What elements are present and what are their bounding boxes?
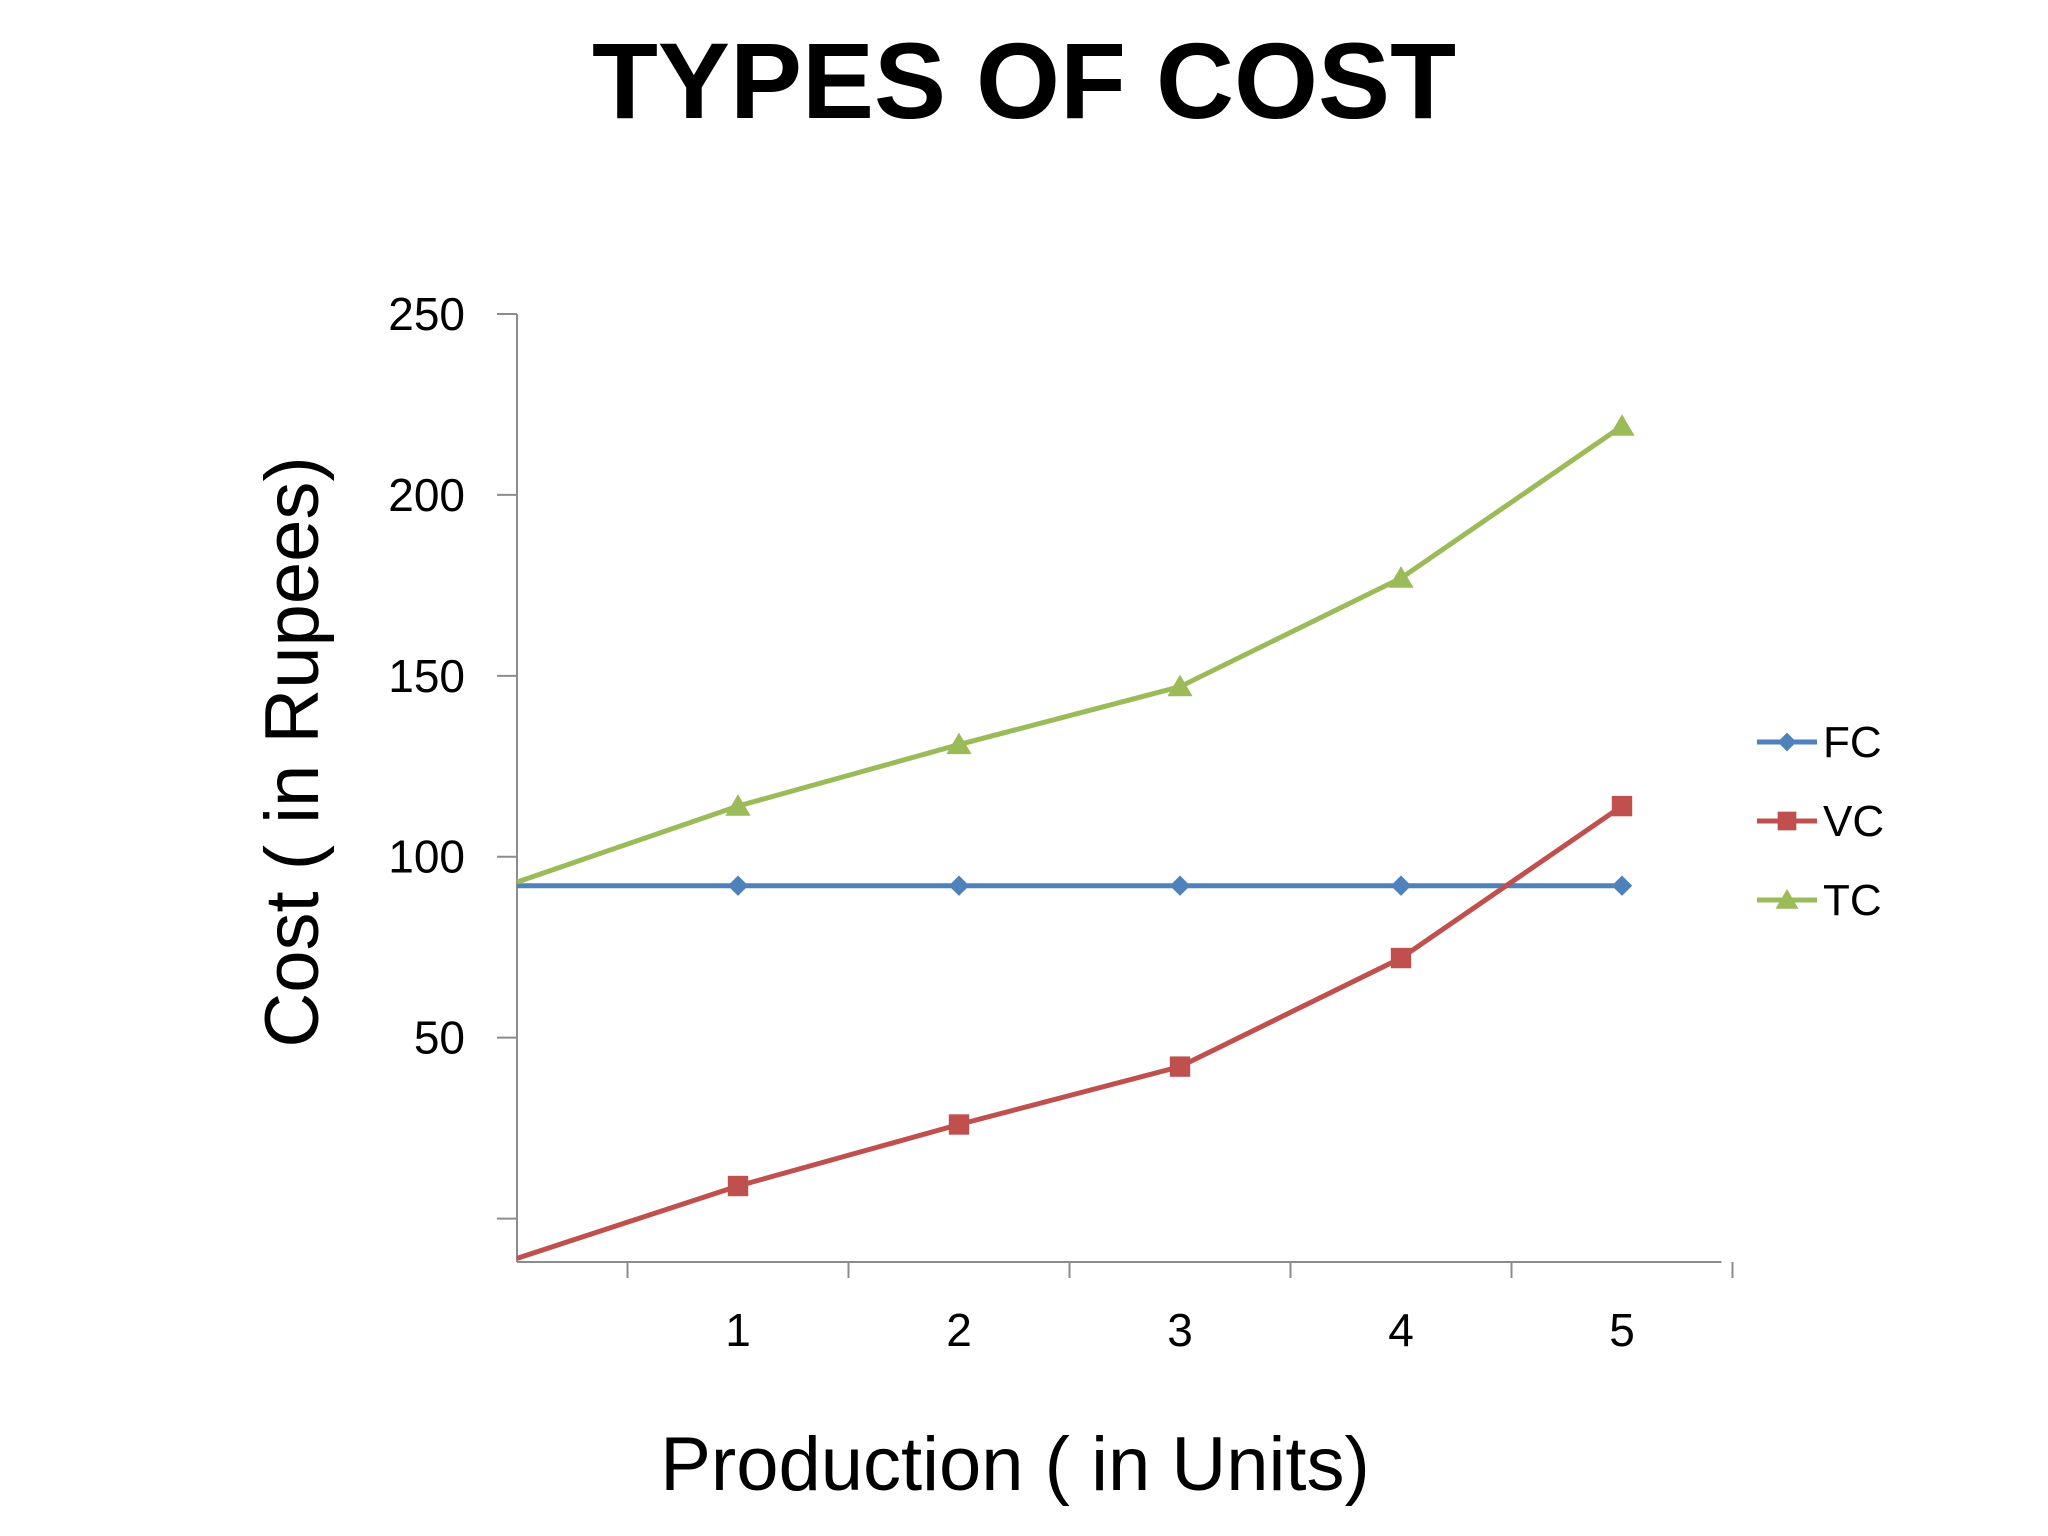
- vc-line: [516, 804, 1624, 1261]
- tc-point: [1388, 566, 1414, 588]
- legend-item-vc: VC: [1757, 797, 1884, 846]
- vc-point: [1611, 795, 1633, 817]
- legend-marker-fc: [1777, 732, 1797, 752]
- tc-point: [1609, 414, 1635, 436]
- legend-label-fc: FC: [1823, 718, 1882, 767]
- legend-label-vc: VC: [1823, 797, 1884, 846]
- vc-series: [516, 795, 1633, 1261]
- x-tick-label: 5: [1609, 1304, 1635, 1356]
- tc-point: [725, 794, 751, 816]
- vc-point: [727, 1175, 749, 1197]
- fc-point: [1611, 875, 1633, 896]
- x-tick-label: 3: [1167, 1304, 1193, 1356]
- vc-point: [1390, 947, 1412, 969]
- y-tick-label: 100: [388, 831, 465, 883]
- y-tick-label: 150: [388, 650, 465, 702]
- legend: FC VC TC: [1757, 718, 1884, 925]
- x-tick-label: 1: [725, 1304, 751, 1356]
- y-tick-label: 50: [414, 1012, 465, 1064]
- fc-point: [727, 875, 749, 896]
- chart-title: TYPES OF COST: [592, 20, 1456, 141]
- fc-point: [1169, 875, 1191, 896]
- x-axis-title: Production ( in Units): [660, 1422, 1370, 1507]
- y-tick-label: 250: [388, 288, 465, 340]
- x-axis: 1 2 3 4 5: [517, 1261, 1734, 1356]
- legend-marker-vc: [1777, 811, 1797, 831]
- x-tick-label: 4: [1388, 1304, 1414, 1356]
- tc-line: [516, 424, 1624, 885]
- y-tick-label: 200: [388, 469, 465, 521]
- legend-marker-tc: [1775, 889, 1799, 909]
- legend-item-tc: TC: [1757, 876, 1882, 925]
- y-axis: 50 100 150 200 250: [388, 288, 518, 1262]
- fc-point: [1390, 875, 1412, 896]
- vc-point: [1169, 1056, 1191, 1077]
- tc-point: [946, 732, 972, 755]
- vc-point: [948, 1114, 970, 1135]
- legend-item-fc: FC: [1757, 718, 1882, 767]
- legend-label-tc: TC: [1823, 876, 1882, 925]
- y-axis-title: Cost ( in Rupees): [250, 456, 335, 1047]
- series-lines: [516, 414, 1635, 1261]
- tc-point: [1167, 674, 1193, 697]
- fc-series: [517, 875, 1633, 896]
- fc-point: [948, 875, 970, 896]
- tc-series: [516, 414, 1635, 885]
- x-tick-label: 2: [946, 1304, 972, 1356]
